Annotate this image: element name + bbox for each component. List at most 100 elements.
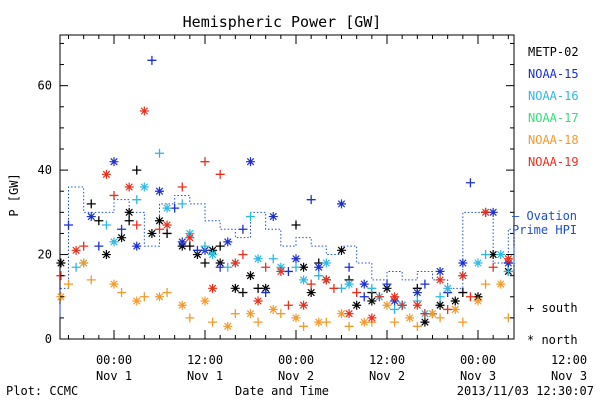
data-point-south <box>185 241 195 251</box>
data-point-north <box>299 275 309 285</box>
data-point-north <box>503 254 513 264</box>
data-point-north <box>117 233 127 243</box>
data-point-south <box>101 220 111 230</box>
data-point-north <box>177 300 187 310</box>
series-noaa-18 <box>56 258 513 331</box>
data-point-south <box>246 212 255 222</box>
data-point-south <box>481 279 491 289</box>
x-tick-sublabel: Nov 2 <box>369 369 405 383</box>
x-tick-sublabel: Nov 1 <box>187 369 223 383</box>
data-point-south <box>132 195 142 205</box>
data-point-north <box>481 207 491 217</box>
data-point-south <box>139 292 149 302</box>
x-tick-label: 00:00 <box>460 353 496 367</box>
data-point-north <box>321 275 331 285</box>
data-point-north <box>223 321 233 331</box>
data-point-south <box>79 241 89 251</box>
data-point-south <box>420 279 430 289</box>
data-point-north <box>86 212 96 222</box>
legend: METP-02 NOAA-15 NOAA-16 NOAA-17 NOAA-18 NOAA-… <box>512 45 579 347</box>
data-point-south <box>132 220 142 230</box>
data-point-south <box>185 313 195 323</box>
data-point-north <box>458 271 468 281</box>
legend-item: NOAA-17 <box>528 111 579 125</box>
data-point-south <box>344 262 354 272</box>
data-point-north <box>246 271 255 281</box>
y-axis-label: P [GW] <box>7 173 21 216</box>
data-point-south <box>435 313 445 323</box>
x-tick-label: 00:00 <box>96 353 132 367</box>
ovation-hpi-layer <box>59 186 515 318</box>
data-point-north <box>458 258 468 268</box>
data-point-north <box>124 207 134 217</box>
data-point-south <box>488 262 498 272</box>
data-point-south <box>435 292 445 302</box>
data-point-south <box>359 292 369 302</box>
data-point-south <box>382 279 392 289</box>
data-point-south <box>162 288 172 298</box>
data-point-north <box>435 266 445 276</box>
x-tick-sublabel: Nov 3 <box>460 369 496 383</box>
data-point-north <box>435 300 445 310</box>
data-point-south <box>86 199 96 209</box>
data-point-north <box>420 317 430 327</box>
data-point-north <box>337 245 346 255</box>
data-point-north <box>71 245 81 255</box>
data-point-south <box>337 283 346 293</box>
data-point-north <box>496 250 506 260</box>
data-point-north <box>337 199 346 209</box>
data-point-north <box>155 186 164 196</box>
data-point-north <box>291 313 301 323</box>
legend-item: NOAA-15 <box>528 67 579 81</box>
y-tick-label: 60 <box>38 79 52 93</box>
timestamp: 2013/11/03 12:30:07 <box>457 384 594 398</box>
data-point-north <box>147 228 157 238</box>
x-tick-label: 12:00 <box>551 353 587 367</box>
data-point-south <box>162 228 172 238</box>
data-point-south <box>306 195 316 205</box>
data-point-north <box>223 237 233 247</box>
data-point-north <box>443 283 453 293</box>
data-point-north <box>450 296 460 306</box>
data-point-north <box>321 258 331 268</box>
x-tick-label: 12:00 <box>187 353 223 367</box>
data-point-south <box>200 241 210 251</box>
data-point-south <box>124 216 134 226</box>
data-point-south <box>223 262 233 272</box>
series-noaa-19 <box>56 106 513 323</box>
data-point-south <box>458 317 468 327</box>
data-point-north <box>139 182 149 192</box>
data-point-north <box>124 182 134 192</box>
data-point-south <box>71 262 81 272</box>
axis-ticks-layer: 0 20 40 60 00:00 Nov 1 12:00 Nov 1 00:00 Nov 2 12:… <box>38 35 587 383</box>
data-point-north <box>162 220 172 230</box>
data-point-south <box>208 317 218 327</box>
data-point-north <box>473 296 483 306</box>
data-point-north <box>230 258 240 268</box>
x-axis-label: Date and Time <box>235 384 329 398</box>
data-point-south <box>132 165 142 175</box>
x-tick-label: 00:00 <box>278 353 314 367</box>
data-point-north <box>412 288 422 298</box>
data-point-north <box>268 212 278 222</box>
data-point-north <box>488 250 498 260</box>
data-point-north <box>306 288 316 298</box>
data-point-north <box>496 279 506 289</box>
y-tick-label: 0 <box>45 332 52 346</box>
data-point-south <box>215 241 225 251</box>
data-point-south <box>238 224 248 234</box>
data-point-south <box>109 190 119 200</box>
data-point-south <box>238 250 248 260</box>
data-point-north <box>208 283 218 293</box>
data-point-north <box>405 313 415 323</box>
data-point-north <box>337 309 346 319</box>
data-point-north <box>79 258 89 268</box>
data-point-south <box>465 292 475 302</box>
data-point-north <box>109 279 119 289</box>
legend-item: NOAA-16 <box>528 89 579 103</box>
data-point-south <box>314 271 324 281</box>
legend-south-symbol: + south <box>527 301 578 315</box>
data-point-south <box>200 258 210 268</box>
data-point-north <box>291 254 301 264</box>
y-tick-label: 40 <box>38 163 52 177</box>
